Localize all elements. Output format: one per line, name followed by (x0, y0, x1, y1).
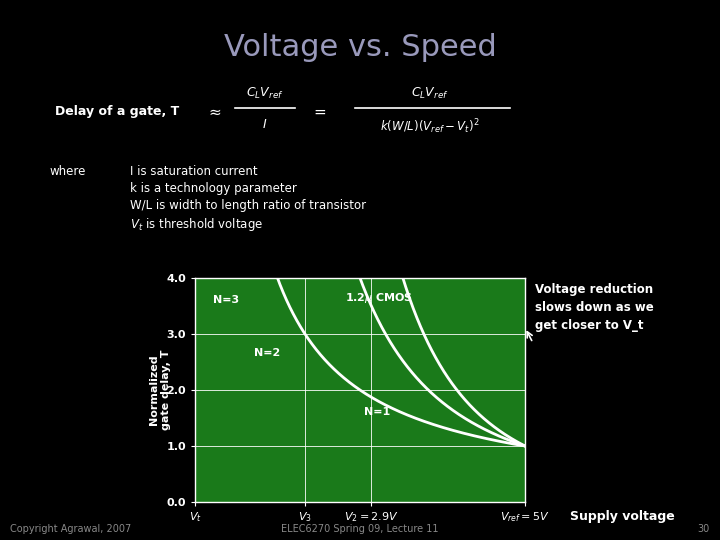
Text: ≈: ≈ (209, 105, 221, 119)
Text: $k(W/L)(V_{ref} - V_t)^2$: $k(W/L)(V_{ref} - V_t)^2$ (380, 118, 480, 137)
Text: =: = (314, 105, 326, 119)
Text: $V_t$: $V_t$ (189, 510, 202, 524)
Text: I is saturation current: I is saturation current (130, 165, 258, 178)
Text: $C_L V_{ref}$: $C_L V_{ref}$ (246, 85, 284, 100)
Text: W/L is width to length ratio of transistor: W/L is width to length ratio of transist… (130, 199, 366, 212)
Text: $C_L V_{ref}$: $C_L V_{ref}$ (411, 85, 449, 100)
Text: ELEC6270 Spring 09, Lecture 11: ELEC6270 Spring 09, Lecture 11 (282, 524, 438, 534)
Text: I: I (263, 118, 267, 131)
Text: Supply voltage: Supply voltage (570, 510, 675, 523)
Text: 30: 30 (698, 524, 710, 534)
Text: $V_2{=}2.9V$: $V_2{=}2.9V$ (343, 510, 398, 524)
Text: N=1: N=1 (364, 407, 390, 417)
Text: Voltage vs. Speed: Voltage vs. Speed (224, 33, 496, 63)
Text: Delay of a gate, T: Delay of a gate, T (55, 105, 179, 118)
Text: N=3: N=3 (213, 295, 240, 305)
Text: $V_t$ is threshold voltage: $V_t$ is threshold voltage (130, 216, 263, 233)
Text: 1.2$\mu$ CMOS: 1.2$\mu$ CMOS (346, 291, 413, 305)
Text: Normalized
gate delay, T: Normalized gate delay, T (149, 350, 171, 430)
Text: Copyright Agrawal, 2007: Copyright Agrawal, 2007 (10, 524, 131, 534)
Text: where: where (50, 165, 86, 178)
Text: $V_{ref}{=}5V$: $V_{ref}{=}5V$ (500, 510, 550, 524)
Text: $V_3$: $V_3$ (298, 510, 312, 524)
Text: Voltage reduction
slows down as we
get closer to V_t: Voltage reduction slows down as we get c… (535, 283, 654, 332)
Text: k is a technology parameter: k is a technology parameter (130, 182, 297, 195)
Text: N=2: N=2 (253, 348, 280, 359)
